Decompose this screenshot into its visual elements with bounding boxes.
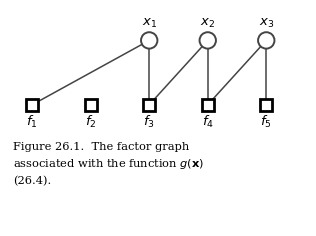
Text: $f_2$: $f_2$ xyxy=(85,114,96,130)
Bar xyxy=(143,99,155,111)
Circle shape xyxy=(199,32,216,49)
Text: $f_1$: $f_1$ xyxy=(26,114,38,130)
Text: $f_3$: $f_3$ xyxy=(143,114,155,130)
Text: $x_1$: $x_1$ xyxy=(142,17,157,30)
Text: $f_4$: $f_4$ xyxy=(202,114,214,130)
Text: $x_2$: $x_2$ xyxy=(200,17,215,30)
Circle shape xyxy=(141,32,157,49)
Bar xyxy=(202,99,214,111)
Text: Figure 26.1.  The factor graph
associated with the function $g(\mathbf{x})$
(26.: Figure 26.1. The factor graph associated… xyxy=(13,142,204,186)
Text: $f_5$: $f_5$ xyxy=(260,114,272,130)
Bar xyxy=(26,99,38,111)
Bar xyxy=(260,99,272,111)
Circle shape xyxy=(258,32,275,49)
Text: $x_3$: $x_3$ xyxy=(258,17,274,30)
Bar xyxy=(85,99,97,111)
